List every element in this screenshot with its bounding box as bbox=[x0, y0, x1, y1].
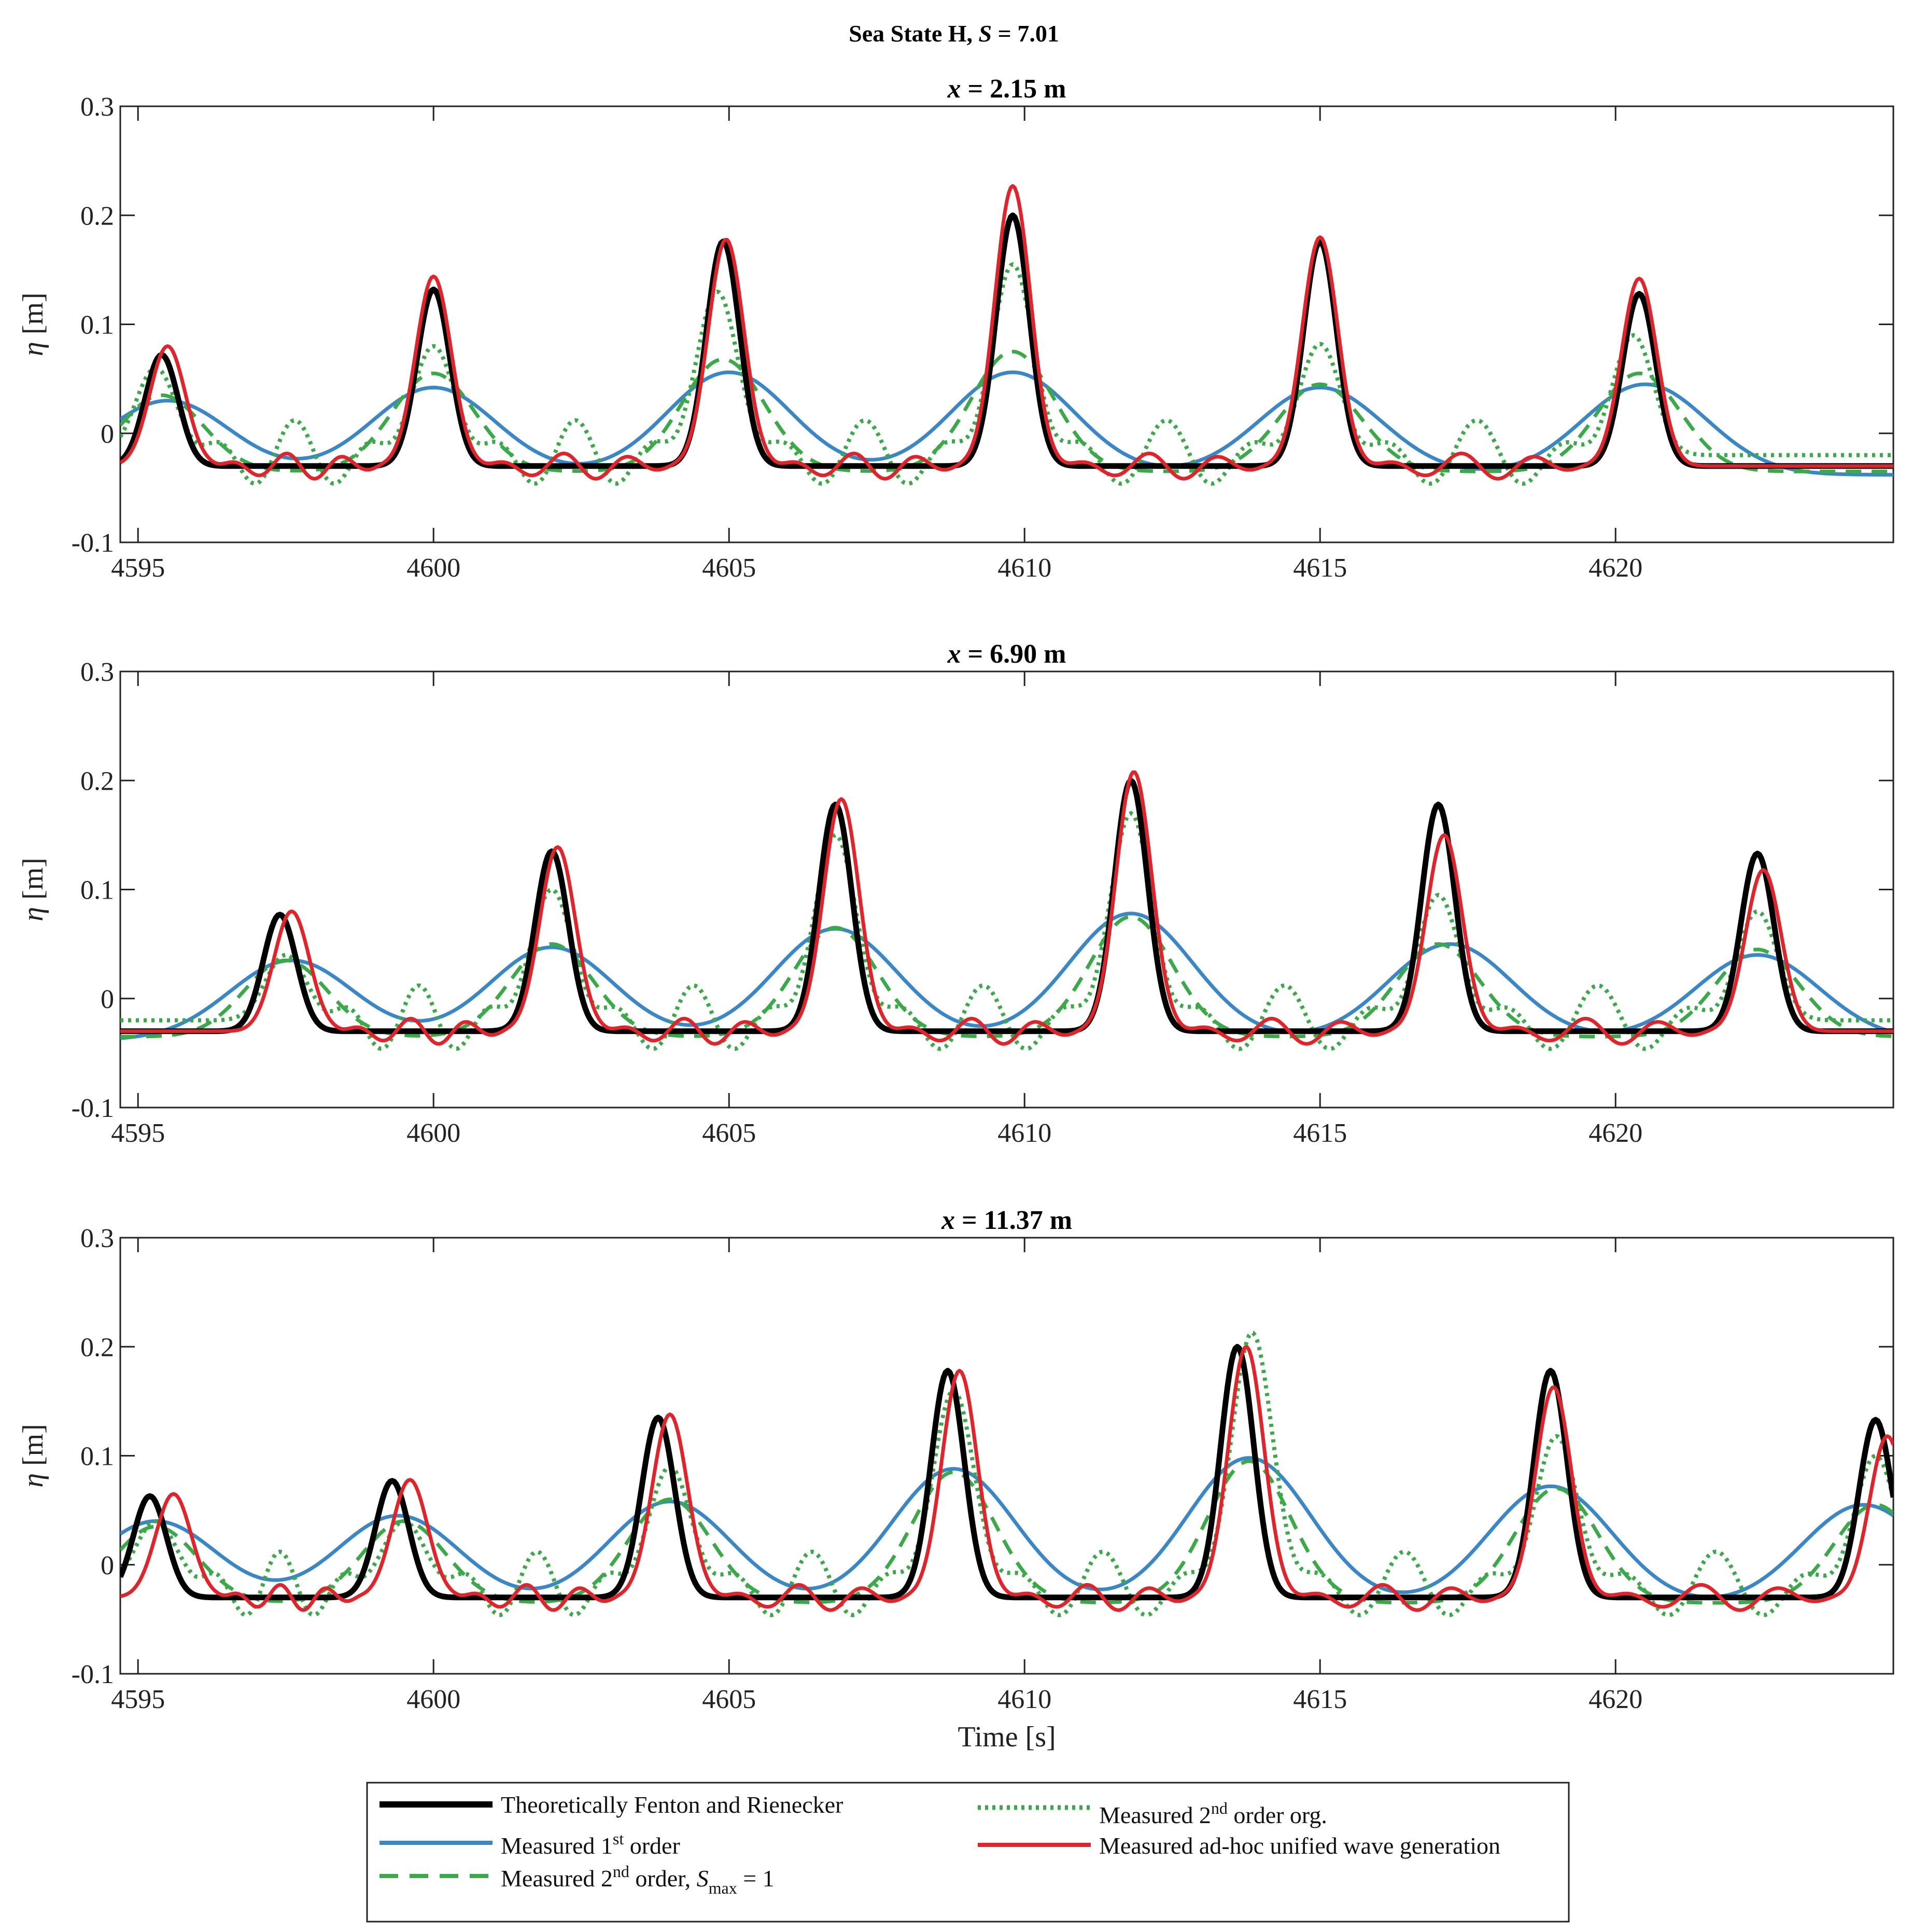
x-tick-label: 4610 bbox=[997, 1685, 1051, 1714]
series-line-second-order-smax bbox=[120, 915, 1893, 1039]
series-line-adhoc bbox=[120, 770, 1893, 1046]
x-tick-label: 4615 bbox=[1293, 1685, 1347, 1714]
x-tick-label: 4615 bbox=[1293, 553, 1347, 583]
y-tick-label: 0 bbox=[101, 1551, 114, 1580]
y-tick-label: 0.2 bbox=[80, 201, 114, 231]
y-tick-label: 0.2 bbox=[80, 1333, 114, 1362]
legend-label-first-order: Measured 1st order bbox=[501, 1829, 680, 1859]
x-tick-label: 4610 bbox=[997, 1118, 1051, 1148]
y-tick-label: -0.1 bbox=[72, 528, 114, 558]
x-tick-label: 4620 bbox=[1588, 553, 1642, 583]
x-tick-label: 4620 bbox=[1588, 1685, 1642, 1714]
panel-3: x = 11.37 m -0.1 0 0.1 0.2 0.3 4595 4600 4605 461… bbox=[17, 1206, 1894, 1753]
y-tick-label: 0.3 bbox=[80, 1224, 114, 1253]
y-tick-label: 0.1 bbox=[80, 311, 114, 340]
x-tick-label: 4600 bbox=[406, 553, 460, 583]
series-group bbox=[120, 770, 1893, 1051]
y-tick-label: 0.1 bbox=[80, 876, 114, 905]
series-line-first-order bbox=[120, 370, 1893, 477]
y-tick-label: 0 bbox=[101, 419, 114, 449]
panel-1: x = 2.15 m -0.1 0 0.1 0.2 0.3 4595 4600 4605 4610… bbox=[17, 74, 1894, 583]
series-line-theory bbox=[120, 777, 1893, 1034]
x-tick-label: 4605 bbox=[702, 1118, 756, 1148]
x-tick-label: 4600 bbox=[406, 1118, 460, 1148]
series-line-theory bbox=[120, 212, 1893, 469]
series-line-adhoc bbox=[120, 184, 1893, 481]
panels: x = 2.15 m -0.1 0 0.1 0.2 0.3 4595 4600 4605 4610… bbox=[17, 74, 1894, 1753]
legend-label-theory: Theoretically Fenton and Rienecker bbox=[501, 1791, 843, 1818]
y-axis-label: η [m] bbox=[17, 292, 49, 356]
y-tick-label: 0.3 bbox=[80, 92, 114, 122]
y-tick-label: -0.1 bbox=[72, 1660, 114, 1689]
legend-label-second-order-org: Measured 2nd order org. bbox=[1099, 1799, 1327, 1828]
legend-label-second-order-smax: Measured 2nd order, Smax = 1 bbox=[501, 1862, 775, 1897]
x-tick-label: 4600 bbox=[406, 1685, 460, 1714]
x-tick-label: 4610 bbox=[997, 553, 1051, 583]
panel-title: x = 6.90 m bbox=[947, 639, 1066, 669]
series-line-theory bbox=[120, 1343, 1893, 1601]
y-tick-label: 0.1 bbox=[80, 1442, 114, 1472]
x-tick-label: 4595 bbox=[111, 1118, 165, 1148]
legend-box bbox=[366, 1782, 1570, 1923]
y-tick-label: 0.3 bbox=[80, 657, 114, 687]
series-group bbox=[120, 1331, 1893, 1617]
series-line-second-order-org bbox=[120, 1331, 1893, 1617]
series-line-second-order-smax bbox=[120, 1459, 1893, 1605]
series-line-adhoc bbox=[120, 1345, 1893, 1612]
x-tick-label: 4620 bbox=[1588, 1118, 1642, 1148]
x-tick-label: 4595 bbox=[111, 1685, 165, 1714]
panel-title: x = 11.37 m bbox=[941, 1206, 1072, 1235]
legend: Theoretically Fenton and Rienecker Measu… bbox=[366, 1782, 1570, 1923]
y-tick-label: -0.1 bbox=[72, 1094, 114, 1123]
x-tick-label: 4605 bbox=[702, 1685, 756, 1714]
y-axis-label: η [m] bbox=[17, 858, 49, 921]
series-line-second-order-org bbox=[120, 262, 1893, 486]
y-tick-label: 0 bbox=[101, 985, 114, 1014]
panel-title: x = 2.15 m bbox=[947, 74, 1066, 104]
series-line-first-order bbox=[120, 1456, 1893, 1599]
x-tick-label: 4595 bbox=[111, 553, 165, 583]
y-axis-label: η [m] bbox=[17, 1424, 49, 1488]
x-tick-label: 4615 bbox=[1293, 1118, 1347, 1148]
series-group bbox=[120, 184, 1893, 486]
figure-title: Sea State H, S = 7.01 bbox=[849, 20, 1059, 47]
y-tick-label: 0.2 bbox=[80, 766, 114, 796]
x-axis-label: Time [s] bbox=[958, 1721, 1056, 1753]
panel-2: x = 6.90 m -0.1 0 0.1 0.2 0.3 4595 4600 4605 4610… bbox=[17, 639, 1894, 1148]
legend-label-adhoc: Measured ad-hoc unified wave generation bbox=[1099, 1832, 1500, 1859]
x-tick-label: 4605 bbox=[702, 553, 756, 583]
